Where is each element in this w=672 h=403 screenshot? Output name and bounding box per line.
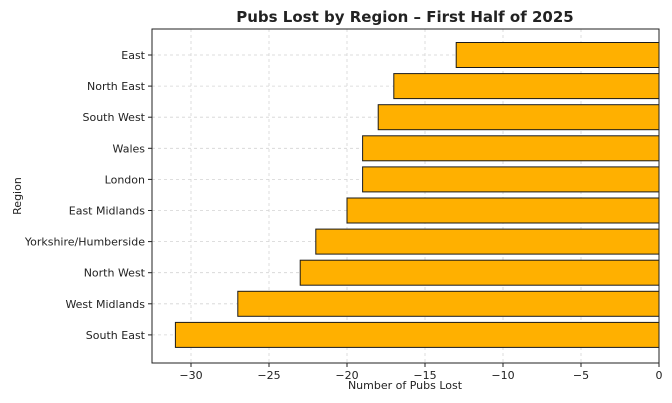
bar-wales xyxy=(362,135,660,162)
x-tick-label: −10 xyxy=(491,369,514,382)
y-tick-label: South West xyxy=(82,111,145,124)
y-tick-label: South East xyxy=(86,329,146,342)
x-tick-label: −5 xyxy=(573,369,589,382)
x-tick-label: −20 xyxy=(335,369,358,382)
x-tick-label: 0 xyxy=(656,369,663,382)
y-axis-label: Region xyxy=(11,177,24,215)
bar-north-east xyxy=(393,73,660,100)
y-tick-label: East Midlands xyxy=(69,205,146,218)
y-tick-label: North East xyxy=(87,80,146,93)
bar-west-midlands xyxy=(237,290,660,317)
y-tick-label: London xyxy=(105,173,145,186)
bar-south-west xyxy=(377,104,660,131)
bars xyxy=(174,42,660,348)
x-tick-label: −30 xyxy=(179,369,202,382)
bar-yorkshire-humberside xyxy=(315,228,660,255)
y-tick-label: Wales xyxy=(113,142,146,155)
bar-east xyxy=(455,42,660,68)
y-axis-ticks: East North East South West Wales London East … xyxy=(24,49,152,342)
bar-north-west xyxy=(299,259,660,286)
bar-london xyxy=(362,166,660,193)
x-tick-label: −15 xyxy=(413,369,436,382)
y-tick-label: East xyxy=(121,49,145,62)
plot-frame xyxy=(151,28,660,364)
bar-south-east xyxy=(174,321,660,348)
x-tick-label: −25 xyxy=(257,369,280,382)
x-axis-ticks: −30 −25 −20 −15 −10 −5 0 xyxy=(179,363,663,382)
y-tick-label: West Midlands xyxy=(65,298,145,311)
chart-title: Pubs Lost by Region – First Half of 2025 xyxy=(236,8,574,26)
y-tick-label: Yorkshire/Humberside xyxy=(24,236,145,249)
x-axis-label: Number of Pubs Lost xyxy=(348,379,463,392)
bar-east-midlands xyxy=(346,197,660,224)
y-tick-label: North West xyxy=(84,267,146,280)
